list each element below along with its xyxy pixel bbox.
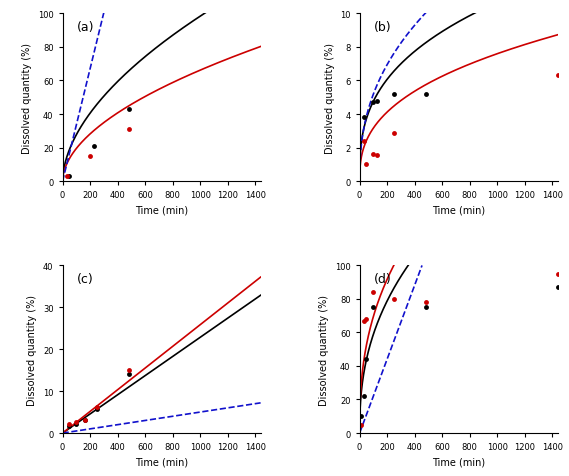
X-axis label: Time (min): Time (min) [432,205,485,215]
Y-axis label: Dissolved quantity (%): Dissolved quantity (%) [22,43,32,153]
Text: (c): (c) [76,272,93,285]
X-axis label: Time (min): Time (min) [432,456,485,466]
Text: (a): (a) [76,21,94,34]
Y-axis label: Dissolved quantity (%): Dissolved quantity (%) [324,43,335,153]
X-axis label: Time (min): Time (min) [135,456,188,466]
X-axis label: Time (min): Time (min) [135,205,188,215]
Y-axis label: Dissolved quantity (%): Dissolved quantity (%) [27,294,38,405]
Y-axis label: Dissolved quantity (%): Dissolved quantity (%) [319,294,329,405]
Text: (b): (b) [373,21,391,34]
Text: (d): (d) [373,272,391,285]
